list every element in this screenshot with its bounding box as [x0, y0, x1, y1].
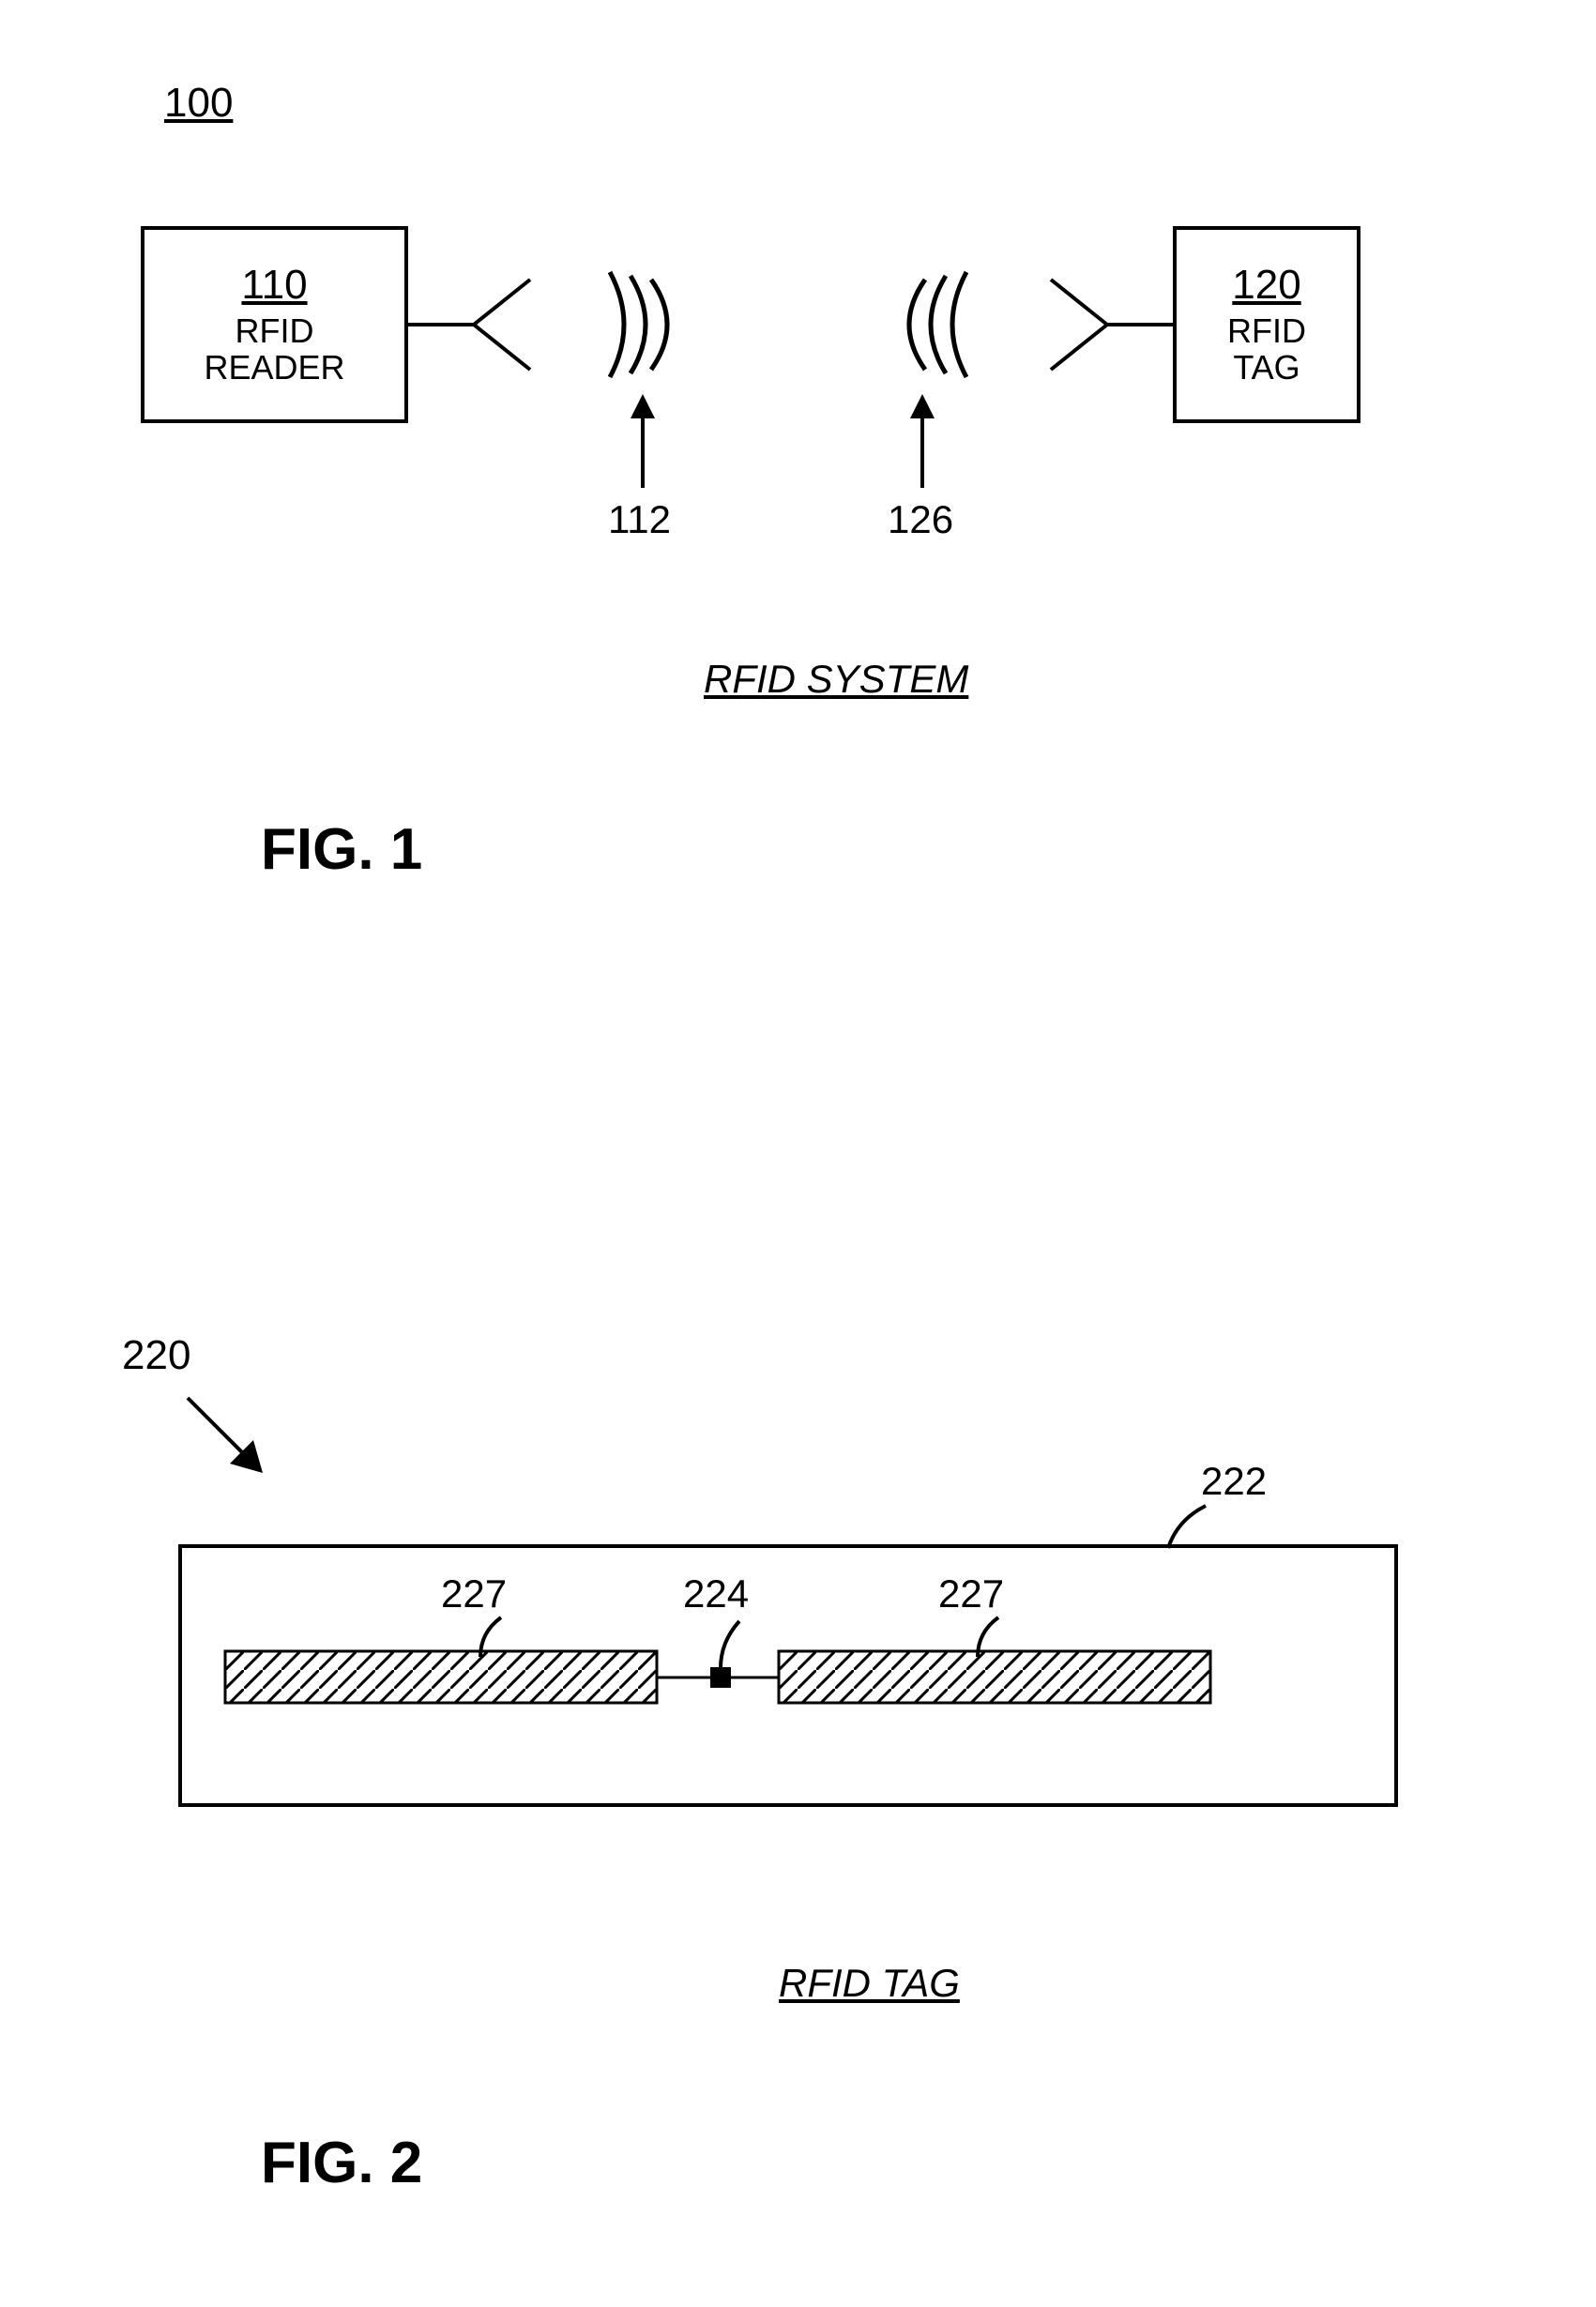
fig1-caption: RFID SYSTEM	[704, 657, 968, 702]
page: 100 110 RFID READER 120 RFID TAG 1	[0, 0, 1596, 2307]
fig2-ref-arrow-icon	[178, 1389, 291, 1501]
fig2-ref: 220	[122, 1332, 190, 1379]
rfid-reader-label-2: READER	[204, 349, 344, 387]
substrate-ref: 222	[1201, 1459, 1267, 1504]
leader-222-icon	[1163, 1496, 1239, 1562]
signal-left-icon	[600, 263, 713, 387]
fig2-caption: RFID TAG	[779, 1961, 960, 2006]
rfid-reader-box: 110 RFID READER	[141, 226, 408, 423]
signal-right-ref: 126	[888, 497, 953, 542]
tag-antenna-icon	[1023, 272, 1173, 377]
antenna-right-ref: 227	[938, 1571, 1004, 1616]
signal-left-ref: 112	[608, 497, 671, 542]
rfid-tag-ref: 120	[1232, 263, 1300, 308]
leader-227-right-icon	[966, 1612, 1013, 1659]
arrow-112-icon	[624, 394, 661, 488]
leader-227-left-icon	[469, 1612, 516, 1659]
rfid-reader-ref: 110	[241, 263, 307, 308]
fig1-system-ref: 100	[164, 80, 233, 127]
signal-right-icon	[863, 263, 976, 387]
fig1-label: FIG. 1	[261, 816, 422, 883]
rfid-tag-box: 120 RFID TAG	[1173, 226, 1360, 423]
chip	[710, 1667, 731, 1688]
arrow-126-icon	[904, 394, 941, 488]
fig2-label: FIG. 2	[261, 2130, 422, 2196]
antenna-left-rect	[225, 1651, 657, 1703]
rfid-reader-label-1: RFID	[236, 312, 314, 350]
antenna-left-ref: 227	[441, 1571, 507, 1616]
rfid-tag-label-1: RFID	[1227, 312, 1306, 350]
leader-224-icon	[709, 1614, 756, 1670]
antenna-right-rect	[779, 1651, 1210, 1703]
chip-ref: 224	[683, 1571, 749, 1616]
reader-antenna-icon	[408, 272, 558, 377]
rfid-tag-label-2: TAG	[1233, 349, 1300, 387]
